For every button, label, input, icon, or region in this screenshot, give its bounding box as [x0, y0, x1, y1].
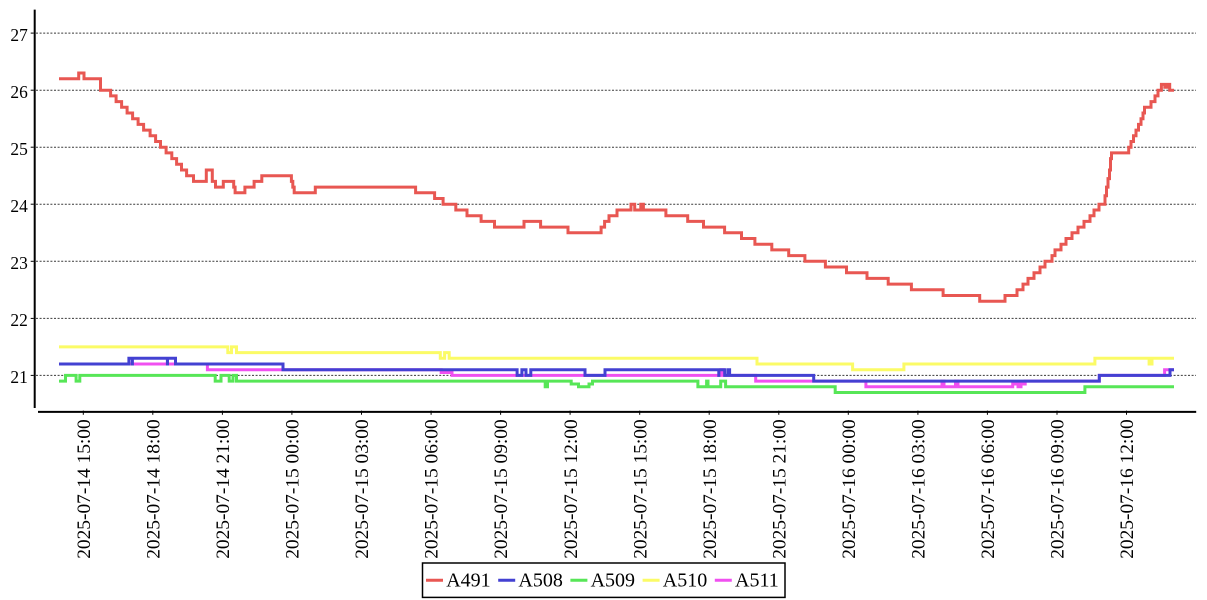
svg-text:2025-07-15 15:00: 2025-07-15 15:00: [630, 419, 651, 559]
svg-text:2025-07-15 00:00: 2025-07-15 00:00: [283, 419, 304, 559]
svg-text:26: 26: [10, 82, 28, 102]
svg-text:24: 24: [10, 196, 28, 216]
svg-text:2025-07-16 03:00: 2025-07-16 03:00: [909, 419, 930, 559]
svg-text:2025-07-15 09:00: 2025-07-15 09:00: [491, 419, 512, 559]
svg-text:2025-07-14 21:00: 2025-07-14 21:00: [213, 419, 234, 559]
svg-text:21: 21: [10, 367, 27, 387]
svg-text:25: 25: [10, 139, 28, 159]
svg-text:27: 27: [10, 25, 28, 45]
svg-text:A491: A491: [446, 570, 490, 592]
svg-text:23: 23: [10, 253, 28, 273]
svg-text:2025-07-15 03:00: 2025-07-15 03:00: [352, 419, 373, 559]
svg-text:A511: A511: [735, 570, 779, 592]
svg-text:2025-07-16 12:00: 2025-07-16 12:00: [1117, 419, 1138, 559]
svg-text:2025-07-14 18:00: 2025-07-14 18:00: [143, 419, 164, 559]
svg-text:A510: A510: [663, 570, 707, 592]
svg-text:2025-07-14 15:00: 2025-07-14 15:00: [74, 419, 95, 559]
svg-text:2025-07-16 09:00: 2025-07-16 09:00: [1048, 419, 1069, 559]
svg-text:2025-07-16 00:00: 2025-07-16 00:00: [839, 419, 860, 559]
svg-text:2025-07-15 12:00: 2025-07-15 12:00: [561, 419, 582, 559]
svg-text:2025-07-15 21:00: 2025-07-15 21:00: [769, 419, 790, 559]
svg-text:2025-07-15 06:00: 2025-07-15 06:00: [422, 419, 443, 559]
svg-text:A509: A509: [591, 570, 635, 592]
svg-text:2025-07-16 06:00: 2025-07-16 06:00: [978, 419, 999, 559]
svg-text:22: 22: [10, 310, 27, 330]
svg-text:2025-07-15 18:00: 2025-07-15 18:00: [700, 419, 721, 559]
svg-text:A508: A508: [518, 570, 562, 592]
